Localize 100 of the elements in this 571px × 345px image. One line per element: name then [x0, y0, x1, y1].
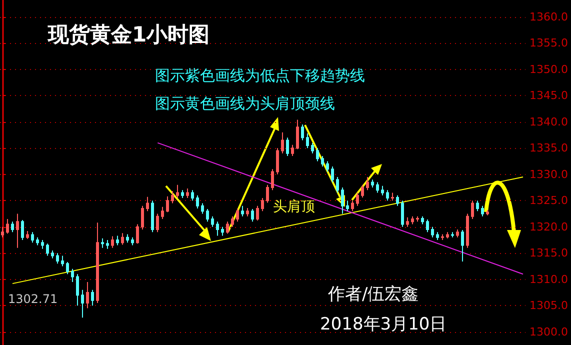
candlestick: [476, 200, 479, 212]
y-tick-label: 1345.0: [530, 89, 568, 102]
candlestick: [316, 148, 319, 162]
y-tick-label: 1330.0: [530, 168, 568, 181]
candlestick: [141, 205, 144, 230]
candlestick: [201, 202, 204, 214]
candlestick: [126, 234, 129, 244]
candlestick: [191, 190, 194, 202]
candlestick: [31, 232, 34, 244]
candlestick: [36, 236, 39, 246]
candlestick: [291, 144, 294, 156]
candlestick: [326, 160, 329, 172]
candlestick: [271, 168, 274, 191]
candlestick: [136, 224, 139, 244]
candlestick: [151, 200, 154, 233]
candlestick: [276, 148, 279, 175]
candlestick: [181, 190, 184, 198]
candlestick: [86, 281, 89, 309]
candlestick: [216, 221, 219, 236]
candlestick: [301, 124, 304, 141]
candlestick: [246, 207, 249, 217]
candlestick: [256, 205, 259, 222]
candlestick: [281, 132, 284, 154]
candlestick: [481, 205, 484, 217]
candlestick: [416, 216, 419, 222]
candlestick: [391, 192, 394, 202]
candlestick: [116, 235, 119, 246]
candlestick: [411, 216, 414, 225]
candlestick: [101, 238, 104, 248]
candlestick: [376, 182, 379, 194]
candlestick: [306, 132, 309, 149]
candlestick: [331, 166, 334, 183]
candlestick: [131, 236, 134, 246]
candlestick: [171, 190, 174, 204]
y-tick-label: 1350.0: [530, 62, 568, 76]
text: 现货黄金1小时图: [47, 22, 210, 46]
candlestick: [226, 221, 229, 234]
candlestick: [26, 230, 29, 240]
candlestick: [446, 232, 449, 239]
candlestick: [321, 155, 324, 167]
candlestick: [251, 208, 254, 222]
candlestick: [441, 234, 444, 240]
candlestick: [211, 216, 214, 228]
candlestick: [176, 184, 179, 198]
candlestick: [336, 176, 339, 194]
candlestick: [426, 219, 429, 233]
candlestick: [451, 232, 454, 238]
candlestick: [296, 119, 299, 150]
candlestick: [231, 216, 234, 228]
candlestick: [431, 226, 434, 238]
candlestick: [111, 236, 114, 248]
y-tick-label: 1335.0: [530, 142, 568, 155]
candlestick: [6, 218, 9, 234]
candlestick: [41, 239, 44, 250]
annotation: 1302.71: [8, 292, 58, 306]
candlestick: [21, 220, 24, 240]
candlestick: [76, 274, 79, 306]
candlestick: [186, 188, 189, 198]
candlestick: [266, 184, 269, 204]
y-tick-label: 1360.0: [530, 10, 568, 24]
candlestick: [241, 205, 244, 217]
y-tick-label: 1340.0: [530, 115, 568, 128]
y-tick-label: 1355.0: [530, 36, 568, 50]
candlestick: [356, 192, 359, 206]
candlestick: [461, 230, 464, 262]
candlestick: [91, 289, 94, 306]
candlestick: [456, 228, 459, 238]
candlestick: [366, 176, 369, 191]
candlestick: [381, 185, 384, 196]
annotation: 图示黄色画线为头肩顶颈线: [155, 94, 335, 112]
candlestick: [221, 226, 224, 236]
y-tick-label: 1300.0: [530, 325, 568, 338]
annotation: 作者/伍宏鑫: [327, 284, 419, 304]
candlestick: [166, 196, 169, 213]
candlestick: [486, 210, 489, 216]
candlestick: [396, 194, 399, 206]
candlestick: [436, 232, 439, 240]
candlestick: [401, 200, 404, 228]
candlestick: [206, 208, 209, 222]
candlestick: [236, 208, 239, 222]
y-tick-label: 1325.0: [530, 194, 568, 208]
candlestick: [81, 289, 84, 318]
candlestick: [11, 221, 14, 233]
annotation: 头肩顶: [273, 199, 315, 215]
candlestick: [351, 200, 354, 212]
candlestick: [161, 206, 164, 220]
candlestick: [16, 213, 19, 248]
candlestick: [386, 190, 389, 202]
candlestick: [286, 137, 289, 156]
annotation: 图示紫色画线为低点下移趋势线: [155, 66, 365, 84]
candlestick: [56, 252, 59, 264]
candlestick: [46, 243, 49, 256]
candlestick: [66, 262, 69, 275]
candlestick: [466, 213, 469, 248]
candlestick: [61, 255, 64, 267]
candlestick: [361, 184, 364, 198]
candlestick: [261, 197, 264, 212]
candlestick: [471, 200, 474, 220]
candlestick: [156, 213, 159, 233]
candlestick: [146, 196, 149, 212]
